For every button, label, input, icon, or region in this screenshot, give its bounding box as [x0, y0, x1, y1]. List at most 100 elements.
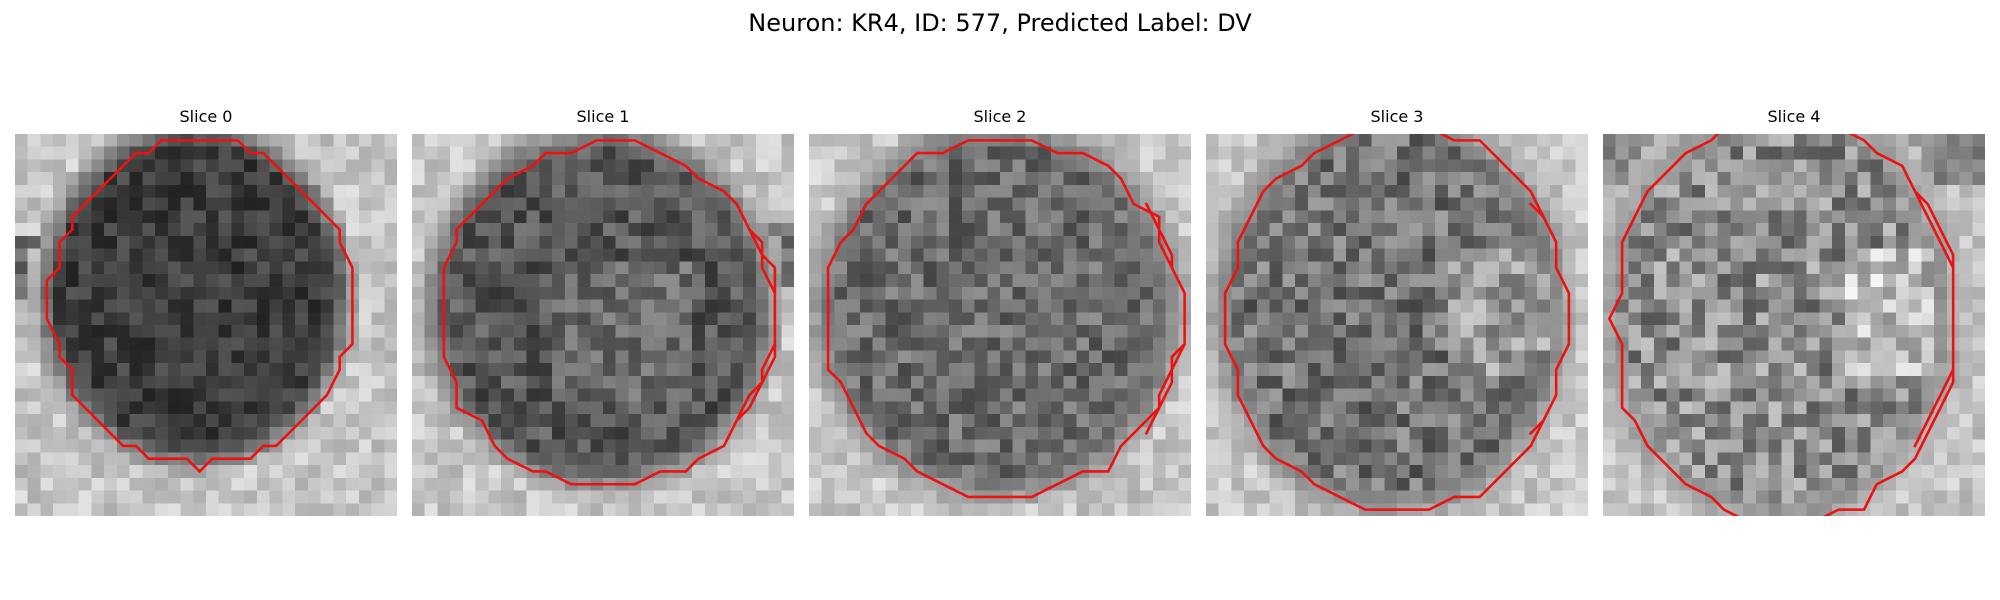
pixel-cell	[704, 490, 718, 504]
pixel-cell	[384, 477, 397, 491]
pixel-cell	[1000, 337, 1013, 351]
pixel-cell	[231, 503, 245, 516]
pixel-cell	[1320, 286, 1334, 300]
pixel-cell	[1371, 490, 1385, 504]
pixel-cell	[974, 350, 988, 364]
pixel-cell	[961, 363, 975, 377]
pixel-cell	[1460, 223, 1474, 237]
pixel-cell	[1498, 503, 1512, 516]
pixel-cell	[603, 388, 616, 402]
pixel-cell	[333, 490, 347, 504]
pixel-cell	[1781, 375, 1795, 389]
pixel-cell	[1218, 172, 1232, 186]
pixel-cell	[116, 465, 130, 479]
pixel-cell	[641, 172, 655, 186]
pixel-cell	[1743, 172, 1757, 186]
pixel-cell	[1511, 337, 1525, 351]
pixel-cell	[1704, 439, 1718, 453]
pixel-cell	[91, 146, 105, 160]
pixel-cell	[1050, 210, 1064, 224]
pixel-cell	[244, 197, 258, 211]
pixel-cell	[104, 401, 118, 415]
pixel-cell	[1704, 312, 1718, 326]
pixel-cell	[424, 401, 438, 415]
pixel-cell	[730, 248, 744, 262]
pixel-cell	[1397, 172, 1410, 186]
pixel-cell	[910, 426, 924, 440]
pixel-cell	[412, 439, 425, 453]
pixel-cell	[1730, 235, 1744, 249]
pixel-cell	[539, 414, 553, 428]
pixel-cell	[1320, 337, 1334, 351]
pixel-cell	[437, 172, 451, 186]
pixel-cell	[961, 223, 975, 237]
pixel-cell	[424, 261, 438, 275]
pixel-cell	[1603, 401, 1616, 415]
pixel-cell	[717, 477, 731, 491]
pixel-cell	[1641, 375, 1655, 389]
pixel-cell	[424, 312, 438, 326]
pixel-cell	[1320, 490, 1334, 504]
pixel-cell	[501, 299, 515, 313]
pixel-cell	[53, 503, 67, 516]
pixel-cell	[1575, 172, 1588, 186]
pixel-cell	[961, 235, 975, 249]
pixel-cell	[781, 299, 794, 313]
pixel-cell	[936, 172, 950, 186]
pixel-cell	[987, 312, 1001, 326]
pixel-cell	[949, 388, 963, 402]
pixel-cell	[193, 401, 207, 415]
pixel-cell	[437, 235, 451, 249]
pixel-cell	[1857, 325, 1871, 338]
pixel-cell	[1934, 490, 1948, 504]
pixel-cell	[1244, 375, 1258, 389]
pixel-cell	[1371, 261, 1385, 275]
pixel-cell	[1473, 426, 1487, 440]
pixel-cell	[653, 235, 667, 249]
pixel-cell	[320, 439, 334, 453]
pixel-cell	[653, 388, 667, 402]
pixel-cell	[1307, 184, 1321, 198]
pixel-cell	[679, 210, 693, 224]
pixel-cell	[1603, 172, 1616, 186]
pixel-cell	[987, 235, 1001, 249]
pixel-cell	[307, 414, 321, 428]
pixel-cell	[269, 235, 283, 249]
pixel-cell	[1409, 274, 1423, 288]
pixel-cell	[1972, 490, 1985, 504]
pixel-cell	[1384, 363, 1398, 377]
pixel-cell	[295, 274, 309, 288]
pixel-cell	[1409, 490, 1423, 504]
pixel-cell	[218, 363, 232, 377]
pixel-cell	[577, 197, 591, 211]
pixel-cell	[1165, 134, 1179, 147]
pixel-cell	[1307, 261, 1321, 275]
pixel-cell	[1038, 286, 1052, 300]
pixel-cell	[1653, 375, 1667, 389]
pixel-cell	[1101, 184, 1115, 198]
pixel-cell	[1934, 299, 1948, 313]
pixel-cell	[1857, 388, 1871, 402]
pixel-cell	[1717, 490, 1731, 504]
pixel-cell	[307, 337, 321, 351]
pixel-cell	[666, 261, 680, 275]
pixel-cell	[167, 172, 181, 186]
pixel-cell	[1537, 134, 1551, 147]
pixel-cell	[1000, 363, 1013, 377]
pixel-cell	[1307, 337, 1321, 351]
figure-title: Neuron: KR4, ID: 577, Predicted Label: D…	[748, 9, 1252, 37]
pixel-cell	[167, 350, 181, 364]
pixel-cell	[1679, 248, 1693, 262]
pixel-cell	[1244, 299, 1258, 313]
pixel-cell	[910, 312, 924, 326]
pixel-cell	[1615, 210, 1629, 224]
pixel-cell	[539, 388, 553, 402]
pixel-cell	[961, 388, 975, 402]
pixel-cell	[781, 426, 794, 440]
pixel-cell	[1806, 401, 1820, 415]
pixel-cell	[743, 439, 757, 453]
pixel-cell	[218, 184, 232, 198]
pixel-cell	[1768, 312, 1782, 326]
pixel-cell	[1717, 363, 1731, 377]
pixel-cell	[679, 197, 693, 211]
